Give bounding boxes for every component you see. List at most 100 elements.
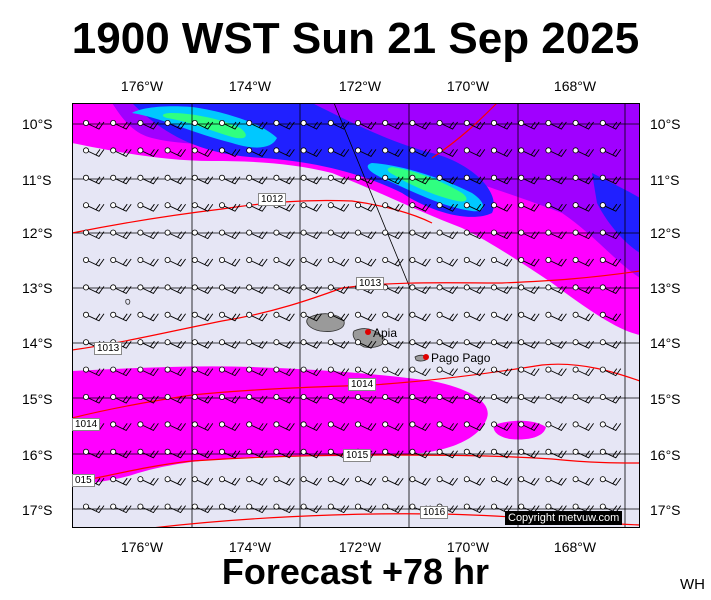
wind-barb-icon bbox=[463, 229, 486, 240]
wind-shading-green-west bbox=[162, 113, 246, 139]
wind-barb-icon bbox=[191, 147, 214, 157]
lon-label-bottom: 172°W bbox=[338, 539, 382, 555]
wind-barb-icon bbox=[599, 476, 622, 486]
wind-barb-icon bbox=[191, 448, 214, 459]
weather-map bbox=[72, 103, 640, 528]
wind-barb-icon bbox=[463, 256, 486, 267]
wind-barb-icon bbox=[273, 119, 295, 130]
wind-barb-icon bbox=[463, 202, 486, 212]
wind-barb-icon bbox=[545, 476, 567, 486]
lat-label-left: 10°S bbox=[22, 116, 53, 132]
wind-barb-icon bbox=[354, 503, 377, 514]
wind-barb-icon bbox=[572, 366, 594, 377]
wind-barb-icon bbox=[518, 393, 540, 404]
wind-barb-icon bbox=[327, 476, 350, 486]
wind-barb-icon bbox=[599, 256, 622, 267]
wind-barb-icon bbox=[409, 366, 431, 377]
wind-barb-icon bbox=[545, 174, 567, 185]
wind-barb-icon bbox=[164, 421, 186, 431]
wind-barb-icon bbox=[82, 366, 105, 377]
wind-barb-icon bbox=[300, 174, 322, 185]
wind-barb-icon bbox=[572, 476, 594, 486]
wind-barb-icon bbox=[191, 421, 214, 431]
lat-label-left: 11°S bbox=[22, 172, 52, 188]
wind-barb-icon bbox=[191, 174, 214, 185]
wind-barb-icon bbox=[327, 229, 350, 240]
wind-barb-icon bbox=[518, 339, 540, 349]
wind-barb-icon bbox=[490, 284, 513, 294]
wind-barb-icon bbox=[82, 147, 105, 157]
wind-barb-icon bbox=[409, 421, 431, 431]
wind-barb-icon bbox=[436, 339, 458, 349]
wind-shading-green-east bbox=[387, 167, 467, 202]
wind-barb-icon bbox=[246, 421, 268, 431]
wind-barb-icon bbox=[382, 476, 404, 486]
wind-barb-icon bbox=[382, 202, 404, 212]
wind-barb-icon bbox=[463, 119, 486, 130]
wind-barb-icon bbox=[436, 147, 458, 157]
lon-label-bottom: 174°W bbox=[228, 539, 272, 555]
wind-barb-icon bbox=[409, 476, 431, 486]
wind-barb-icon bbox=[572, 421, 594, 431]
wind-barb-icon bbox=[327, 503, 350, 514]
wind-barb-icon bbox=[518, 174, 540, 185]
wind-barb-icon bbox=[82, 229, 105, 240]
wind-shading-violet-north bbox=[112, 103, 640, 278]
wind-barb-icon bbox=[137, 256, 159, 267]
wind-barb-icon bbox=[273, 339, 295, 349]
lon-label-bottom: 176°W bbox=[120, 539, 164, 555]
wind-barb-icon bbox=[518, 229, 540, 240]
wind-barb-icon bbox=[490, 421, 513, 431]
wind-barb-icon bbox=[273, 448, 295, 459]
wind-barb-icon bbox=[382, 393, 404, 404]
isobar-label: 1013 bbox=[356, 277, 385, 290]
lat-label-left: 15°S bbox=[22, 391, 53, 407]
lat-label-left: 12°S bbox=[22, 225, 53, 241]
wind-barb-icon bbox=[382, 503, 404, 514]
wind-barb-icon bbox=[490, 448, 513, 459]
wind-barb-icon bbox=[463, 174, 486, 185]
wind-barb-icon bbox=[490, 256, 513, 267]
wind-barb-icon bbox=[572, 174, 594, 185]
wind-barb-icon bbox=[82, 202, 105, 212]
wind-barb-icon bbox=[409, 229, 431, 240]
isobar-1015 bbox=[72, 454, 640, 484]
wind-barb-icon bbox=[164, 256, 186, 267]
wind-barb-icon bbox=[300, 256, 322, 267]
wind-barb-icon bbox=[110, 366, 132, 377]
wind-barb-icon bbox=[137, 119, 159, 130]
wind-barb-icon bbox=[572, 339, 594, 349]
wind-barb-icon bbox=[273, 476, 295, 486]
wind-barb-icon bbox=[463, 503, 486, 514]
wind-barb-icon bbox=[300, 503, 322, 514]
wind-barb-icon bbox=[599, 147, 622, 157]
place-label-pago-pago: Pago Pago bbox=[431, 351, 491, 365]
wind-barb-icon bbox=[599, 311, 622, 322]
wind-barb-icon bbox=[518, 119, 540, 130]
wind-barb-icon bbox=[572, 393, 594, 404]
wind-barb-icon bbox=[327, 421, 350, 431]
wind-barb-icon bbox=[409, 339, 431, 349]
wind-barb-icon bbox=[246, 229, 268, 240]
wind-barb-icon bbox=[110, 448, 132, 459]
wind-barb-icon bbox=[273, 366, 295, 377]
wind-barb-icon bbox=[490, 119, 513, 130]
wind-barb-icon bbox=[246, 503, 268, 514]
wind-barb-icon bbox=[382, 147, 404, 157]
wind-barb-icon bbox=[354, 421, 377, 431]
wind-barb-icon bbox=[436, 421, 458, 431]
wind-barb-icon bbox=[191, 229, 214, 240]
page-title: 1900 WST Sun 21 Sep 2025 bbox=[71, 14, 640, 63]
wind-barb-icon bbox=[110, 393, 132, 404]
wind-barb-icon bbox=[164, 202, 186, 212]
wind-barb-icon bbox=[327, 339, 350, 349]
wind-barb-icon bbox=[327, 174, 350, 185]
boundary-line bbox=[333, 103, 411, 289]
wind-barb-icon bbox=[545, 284, 567, 294]
wind-barb-icon bbox=[599, 366, 622, 377]
isobar-label: 1012 bbox=[258, 193, 287, 206]
wind-barb-icon bbox=[110, 284, 132, 294]
region-code: WH bbox=[680, 576, 705, 593]
wind-barb-icon bbox=[300, 119, 322, 130]
land-upolu bbox=[352, 328, 385, 348]
